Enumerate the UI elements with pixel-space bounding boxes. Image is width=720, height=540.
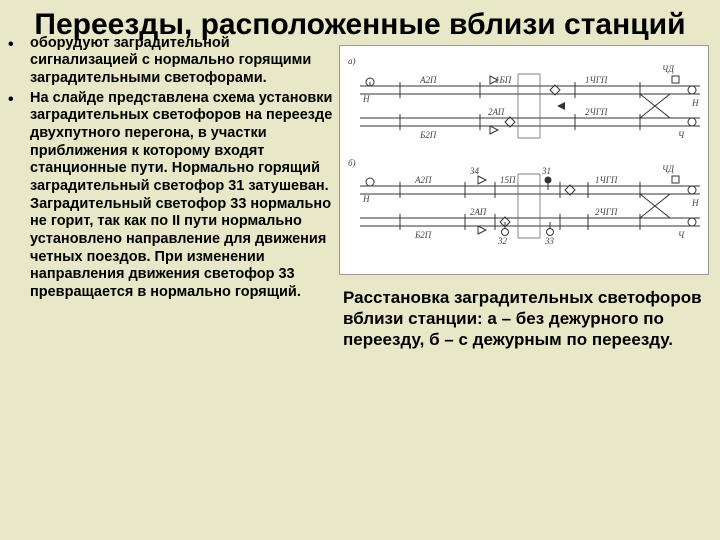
bullet-item: • оборудуют заградительной сигнализацией… [8, 35, 333, 88]
svg-text:1БП: 1БП [495, 75, 512, 85]
svg-text:ЧД: ЧД [662, 164, 675, 174]
svg-text:32: 32 [497, 236, 508, 246]
svg-text:33: 33 [544, 236, 555, 246]
svg-text:Н: Н [691, 198, 699, 208]
diagram-caption: Расстановка заградительных светофоров вб… [339, 287, 712, 351]
railway-diagram: а) [339, 45, 709, 275]
svg-text:Ч: Ч [678, 130, 685, 140]
svg-text:2АП: 2АП [488, 107, 505, 117]
diagram-column: а) [339, 35, 712, 351]
svg-text:А2П: А2П [414, 175, 432, 185]
svg-text:Н: Н [362, 194, 370, 204]
svg-text:Н: Н [362, 94, 370, 104]
svg-text:1ЧГП: 1ЧГП [595, 175, 618, 185]
text-column: • оборудуют заградительной сигнализацией… [8, 35, 333, 351]
svg-text:Б2П: Б2П [414, 230, 432, 240]
bullet-text: оборудуют заградительной сигнализацией с… [30, 35, 333, 88]
svg-text:31: 31 [541, 166, 551, 176]
svg-text:1ЧГП: 1ЧГП [585, 75, 608, 85]
bullet-marker: • [8, 90, 30, 302]
bullet-item: • На слайде представлена схема установки… [8, 90, 333, 302]
svg-text:2ЧГП: 2ЧГП [595, 207, 618, 217]
svg-text:34: 34 [469, 166, 480, 176]
svg-text:б): б) [348, 158, 356, 168]
svg-text:ЧД: ЧД [662, 64, 675, 74]
content-area: • оборудуют заградительной сигнализацией… [0, 35, 720, 351]
svg-text:Б2П: Б2П [419, 130, 437, 140]
svg-text:Н: Н [691, 98, 699, 108]
svg-text:а): а) [348, 56, 356, 66]
svg-text:15П: 15П [500, 175, 516, 185]
svg-text:2АП: 2АП [470, 207, 487, 217]
svg-text:2ЧГП: 2ЧГП [585, 107, 608, 117]
svg-text:Ч: Ч [678, 230, 685, 240]
svg-text:А2П: А2П [419, 75, 437, 85]
bullet-marker: • [8, 35, 30, 88]
bullet-text: На слайде представлена схема установки з… [30, 90, 333, 302]
